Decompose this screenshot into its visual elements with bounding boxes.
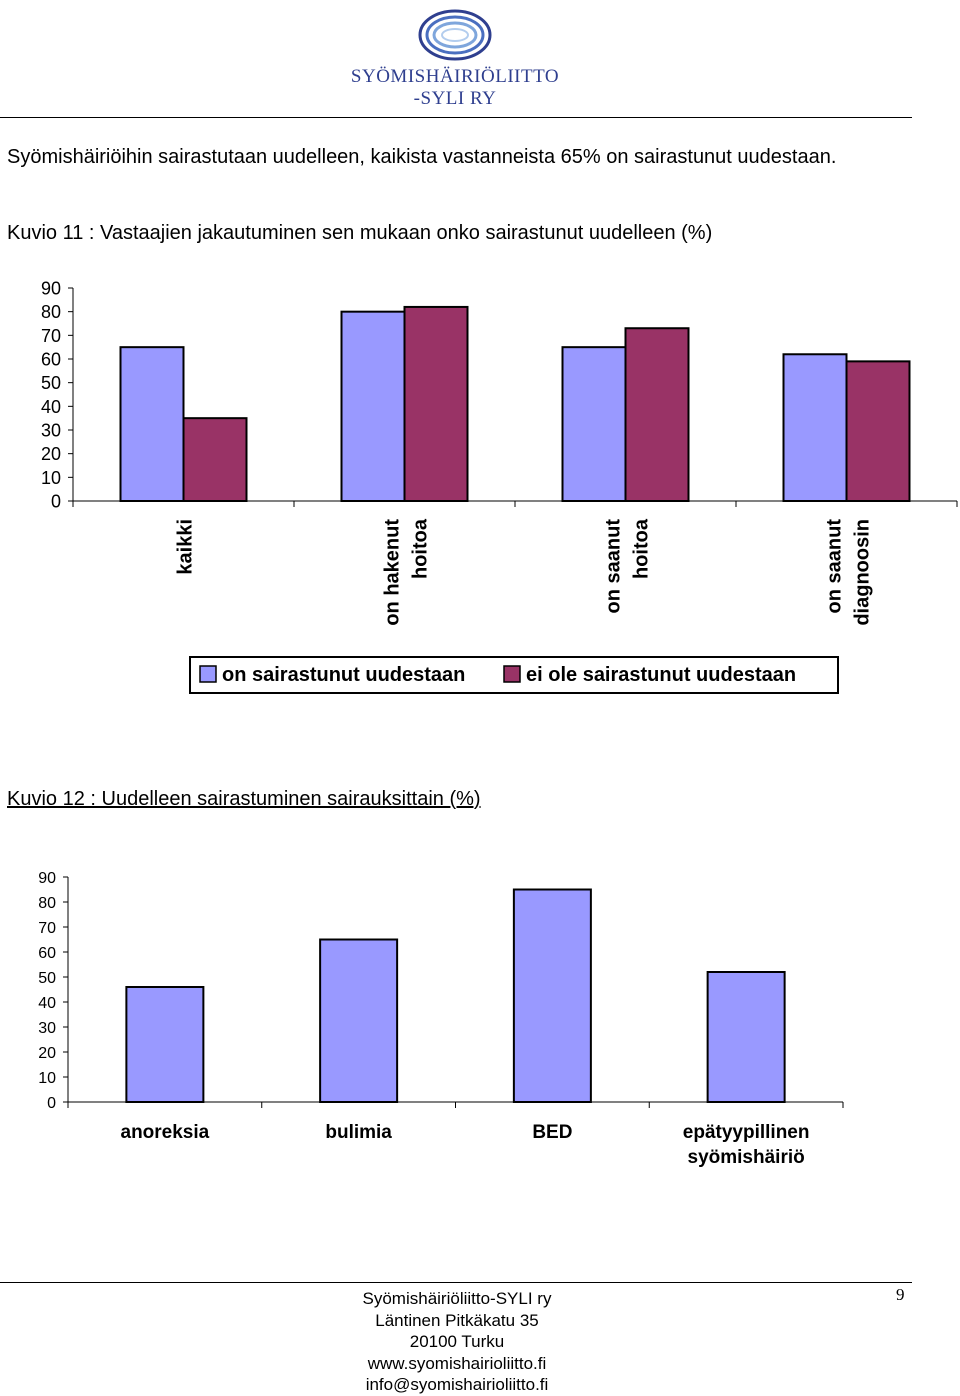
footer-rule — [0, 1282, 912, 1283]
y-tick-label: 60 — [41, 349, 61, 369]
figure-12-caption: Kuvio 12 : Uudelleen sairastuminen saira… — [7, 788, 481, 810]
y-tick-label: 10 — [38, 1070, 56, 1087]
footer-line: Läntinen Pitkäkatu 35 — [375, 1310, 539, 1330]
syli-logo — [418, 9, 492, 61]
y-tick-label: 20 — [38, 1045, 56, 1062]
x-tick-label: BED — [532, 1122, 572, 1143]
legend-label: on sairastunut uudestaan — [222, 664, 465, 686]
page-number: 9 — [896, 1285, 905, 1304]
bar — [561, 346, 627, 502]
x-tick-label: on saanut hoitoa — [603, 518, 653, 613]
y-tick-label: 50 — [38, 970, 56, 987]
y-tick-label: 70 — [38, 920, 56, 937]
y-tick-label: 40 — [41, 397, 61, 417]
bar — [624, 327, 690, 502]
y-tick-label: 60 — [38, 945, 56, 962]
bar — [403, 305, 469, 502]
bar — [119, 346, 185, 502]
footer-address: Syömishäiriöliitto-SYLI ry Läntinen Pitk… — [257, 1288, 657, 1396]
x-tick-label: anoreksia — [121, 1122, 210, 1143]
x-tick-label-line: hoitoa — [410, 518, 432, 579]
x-tick-label: on hakenut hoitoa — [382, 518, 432, 626]
x-tick-label-line: on hakenut — [382, 519, 404, 626]
intro-paragraph: Syömishäiriöihin sairastutaan uudelleen,… — [7, 146, 837, 168]
figure-11-caption: Kuvio 11 : Vastaajien jakautuminen sen m… — [7, 222, 713, 244]
x-tick-label-line: hoitoa — [631, 518, 653, 579]
figure-12-chart: 0 10 20 30 40 50 60 70 80 90 anoreksia bulimia BED ep… — [38, 870, 844, 1168]
footer-line: www.syomishairioliitto.fi — [367, 1353, 547, 1373]
x-tick-label: epätyypillinen — [683, 1122, 810, 1143]
footer-line: 20100 Turku — [409, 1332, 505, 1351]
x-tick-label: kaikki — [175, 519, 197, 575]
bar — [845, 360, 911, 502]
footer-line: info@syomishairioliitto.fi — [365, 1375, 549, 1394]
y-tick-label: 90 — [38, 870, 56, 887]
footer-line: Syömishäiriöliitto-SYLI ry — [362, 1289, 552, 1308]
x-tick-label: syömishäiriö — [688, 1147, 805, 1168]
figure-11-chart: 0 10 20 30 40 50 60 70 80 90 kaikki on hakenut hoito… — [41, 278, 958, 694]
y-tick-label: 80 — [38, 895, 56, 912]
legend: on sairastunut uudestaan ei ole sairastun… — [189, 656, 839, 694]
y-tick-label: 20 — [41, 444, 61, 464]
bar — [782, 353, 848, 503]
x-tick-label-line: on saanut — [824, 519, 846, 614]
x-tick-label-line: diagnoosin — [852, 519, 874, 626]
x-tick-label-line: kaikki — [175, 519, 197, 575]
bar — [125, 986, 205, 1103]
y-tick-label: 10 — [41, 468, 61, 488]
y-tick-label: 70 — [41, 326, 61, 346]
logo-line-2: -SYLI RY — [413, 88, 497, 109]
y-tick-label: 80 — [41, 302, 61, 322]
y-tick-label: 30 — [41, 420, 61, 440]
x-tick-label: on saanut diagnoosin — [824, 519, 874, 626]
legend-swatch — [503, 665, 521, 683]
bar — [182, 417, 248, 503]
legend-swatch — [199, 665, 217, 683]
y-tick-label: 0 — [47, 1095, 56, 1112]
x-tick-label-line: on saanut — [603, 519, 625, 614]
y-tick-label: 50 — [41, 373, 61, 393]
logo-text: SYÖMISHÄIRIÖLIITTO -SYLI RY — [300, 66, 610, 110]
logo-line-1: SYÖMISHÄIRIÖLIITTO — [350, 66, 560, 87]
y-tick-label: 90 — [41, 278, 61, 298]
header-rule — [0, 117, 912, 118]
y-tick-label: 30 — [38, 1020, 56, 1037]
y-tick-label: 40 — [38, 995, 56, 1012]
x-tick-label: bulimia — [325, 1122, 392, 1143]
bar — [319, 938, 399, 1103]
y-tick-label: 0 — [51, 491, 61, 511]
logo-rings-icon — [418, 9, 492, 61]
bar — [706, 971, 786, 1103]
bar — [340, 310, 406, 502]
bar — [512, 888, 592, 1103]
legend-label: ei ole sairastunut uudestaan — [526, 664, 796, 686]
